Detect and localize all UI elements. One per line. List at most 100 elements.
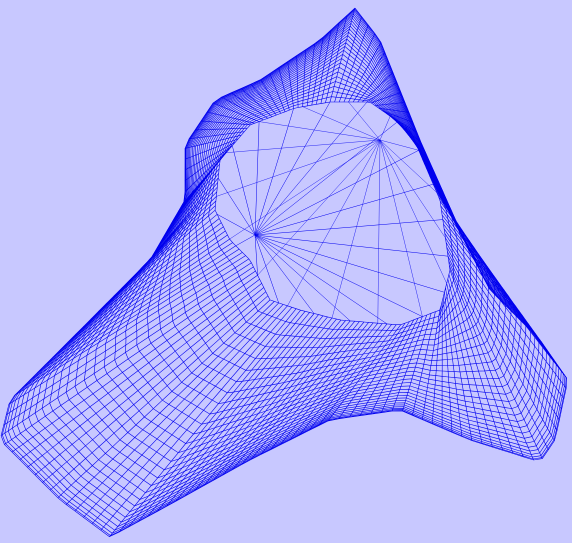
mesh-line bbox=[254, 234, 388, 325]
mesh-line bbox=[440, 205, 549, 352]
mesh-line bbox=[75, 222, 222, 335]
mesh-line bbox=[379, 116, 391, 141]
mesh-line bbox=[231, 92, 268, 119]
mesh-line bbox=[213, 320, 346, 481]
mesh-line bbox=[379, 139, 446, 239]
mesh-line bbox=[375, 102, 405, 106]
mesh-line bbox=[183, 152, 227, 203]
mesh-line bbox=[235, 234, 256, 247]
mesh-line bbox=[327, 324, 402, 422]
mesh-line bbox=[167, 164, 220, 231]
mesh-line bbox=[270, 322, 374, 450]
mesh-line bbox=[279, 323, 379, 446]
mesh-line bbox=[311, 37, 324, 106]
mesh-line bbox=[443, 228, 565, 399]
mesh-line bbox=[14, 252, 243, 396]
mesh-line bbox=[109, 308, 297, 537]
mesh-line bbox=[302, 49, 306, 107]
mesh-line bbox=[166, 315, 324, 507]
mesh-line bbox=[370, 318, 419, 415]
mesh-line bbox=[382, 110, 414, 123]
mesh-line bbox=[128, 311, 306, 528]
mesh-line bbox=[362, 72, 394, 103]
mesh-line bbox=[260, 322, 369, 455]
wireframe-mesh bbox=[0, 7, 568, 537]
mesh-line bbox=[338, 322, 406, 419]
mesh-line bbox=[278, 67, 290, 111]
mesh-line bbox=[299, 323, 388, 436]
mesh-line bbox=[206, 111, 255, 124]
mesh-line bbox=[287, 61, 294, 109]
mesh-line bbox=[194, 318, 337, 491]
mesh-line bbox=[334, 16, 362, 103]
mesh-line bbox=[254, 234, 258, 276]
mesh-line bbox=[82, 218, 220, 328]
mesh-line bbox=[254, 234, 423, 317]
mesh-line bbox=[184, 141, 236, 171]
mesh-line bbox=[448, 274, 504, 451]
mesh-line bbox=[357, 62, 390, 103]
mesh-line bbox=[49, 295, 269, 491]
mesh-line bbox=[296, 55, 299, 108]
mesh-line bbox=[289, 323, 383, 441]
mesh-line bbox=[254, 101, 368, 236]
mesh-line bbox=[402, 313, 432, 412]
mesh-line bbox=[254, 101, 331, 236]
mesh-line bbox=[184, 148, 230, 192]
mesh-line bbox=[172, 159, 221, 221]
mesh-line bbox=[329, 7, 356, 103]
mesh-line bbox=[60, 230, 226, 350]
mesh-line bbox=[412, 311, 436, 416]
mesh-line bbox=[217, 214, 256, 236]
mesh-line bbox=[83, 304, 284, 518]
mesh-line bbox=[0, 266, 254, 436]
mesh-line bbox=[184, 317, 333, 497]
mesh-line bbox=[448, 260, 534, 461]
mesh-line bbox=[175, 316, 328, 502]
mesh-line bbox=[34, 287, 264, 476]
mesh-line bbox=[137, 312, 310, 523]
mesh-line bbox=[74, 302, 279, 512]
mesh-line bbox=[201, 120, 251, 126]
mesh-line bbox=[27, 283, 262, 468]
mesh-line bbox=[444, 233, 562, 410]
mesh-line bbox=[195, 127, 248, 131]
mesh-line bbox=[254, 108, 294, 236]
mesh-line bbox=[8, 255, 246, 405]
mesh-line bbox=[444, 292, 463, 437]
mesh-line bbox=[250, 83, 277, 116]
mesh-line bbox=[143, 182, 218, 267]
mesh-line bbox=[379, 139, 423, 317]
mesh-line bbox=[445, 287, 473, 441]
mesh-line bbox=[338, 24, 369, 103]
mesh-line bbox=[348, 101, 381, 141]
mesh-line bbox=[379, 139, 447, 284]
mesh-line bbox=[447, 251, 549, 450]
mesh-line bbox=[241, 321, 360, 465]
mesh-line bbox=[302, 106, 381, 141]
mesh-line bbox=[67, 226, 224, 343]
mesh-line bbox=[254, 234, 351, 322]
mesh-line bbox=[4, 270, 256, 445]
mesh-line bbox=[203, 319, 342, 486]
mesh-line bbox=[232, 145, 256, 236]
mesh-line bbox=[422, 310, 440, 420]
mesh-line bbox=[366, 82, 397, 103]
mesh-line bbox=[306, 43, 315, 106]
mesh-line bbox=[254, 234, 315, 314]
mesh-line bbox=[442, 219, 567, 379]
mesh-line bbox=[443, 296, 453, 433]
mesh-line bbox=[331, 139, 381, 319]
mesh-line bbox=[352, 52, 386, 103]
mesh-line bbox=[90, 214, 218, 320]
mesh-line bbox=[308, 324, 392, 431]
mesh-line bbox=[189, 131, 245, 140]
mesh-line bbox=[254, 219, 443, 236]
mesh-line bbox=[439, 201, 543, 343]
mesh-line bbox=[316, 29, 332, 105]
mesh-line bbox=[441, 214, 561, 370]
mesh-line bbox=[318, 324, 397, 426]
mesh-line bbox=[391, 314, 428, 412]
mesh-line bbox=[91, 305, 288, 525]
